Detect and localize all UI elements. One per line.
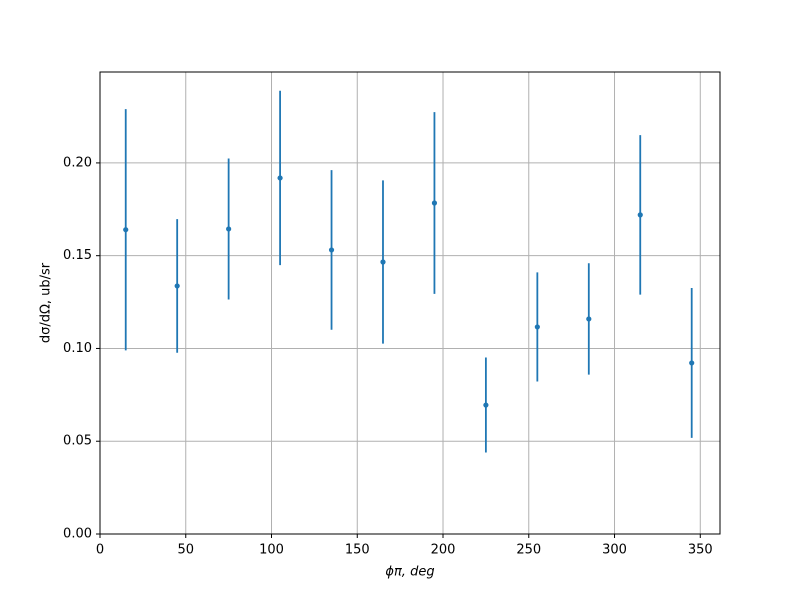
x-tick-label: 350 <box>688 543 713 558</box>
x-tick-label: 0 <box>96 543 104 558</box>
data-point <box>637 212 643 218</box>
data-point <box>689 360 695 366</box>
data-point <box>380 259 386 265</box>
y-tick-label: 0.15 <box>63 248 92 263</box>
x-tick-label: 300 <box>602 543 627 558</box>
data-point <box>123 227 129 233</box>
y-tick-label: 0.10 <box>63 341 92 356</box>
y-axis-label: dσ/dΩ, ub/sr <box>39 262 54 343</box>
x-tick-label: 50 <box>177 543 194 558</box>
x-tick-label: 150 <box>345 543 370 558</box>
y-tick-label: 0.05 <box>63 434 92 449</box>
x-tick-label: 100 <box>259 543 284 558</box>
data-point <box>174 283 180 289</box>
data-point <box>226 226 232 232</box>
y-tick-label: 0.00 <box>63 527 92 542</box>
x-tick-label: 200 <box>431 543 456 558</box>
y-tick-label: 0.20 <box>63 155 92 170</box>
plot-frame <box>99 71 721 535</box>
x-tick-label: 250 <box>516 543 541 558</box>
data-point <box>328 247 335 253</box>
data-point <box>431 200 438 206</box>
data-point <box>534 324 540 330</box>
data-point <box>586 316 592 322</box>
data-point <box>483 402 489 408</box>
data-point <box>277 175 283 181</box>
x-axis-label: ϕπ, deg <box>385 565 434 580</box>
